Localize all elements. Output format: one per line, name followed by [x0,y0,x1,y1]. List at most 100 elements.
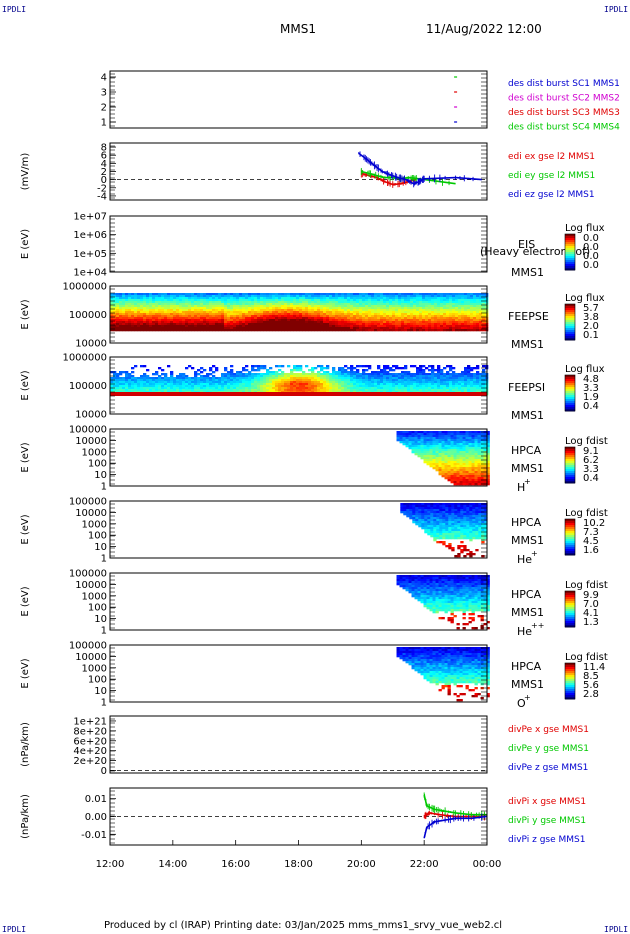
spectrogram-cell [284,309,288,312]
spectrogram-cell [254,379,258,382]
spectrogram-cell [194,299,198,302]
spectrogram-cell [257,367,261,370]
spectrogram-cell [353,371,357,374]
spectrogram-cell [161,379,165,382]
spectrogram-cell [326,295,330,298]
spectrogram-cell [176,375,180,378]
spectrogram-cell [401,309,405,312]
spectrogram-cell [152,385,156,388]
spectrogram-cell [401,315,405,318]
spectrogram-cell [471,445,475,448]
spectrogram-cell [209,309,213,312]
spectrogram-cell [479,305,483,308]
spectrogram-cell [188,381,192,384]
spectrogram-cell [332,319,336,322]
colorbar-cell [565,377,575,380]
y-tick-label: 1e+07 [73,212,107,223]
spectrogram-cell [467,323,471,326]
spectrogram-cell [215,311,219,314]
spectrogram-cell [450,445,454,448]
spectrogram-cell [242,375,246,378]
spectrogram-cell [182,321,186,324]
spectrogram-cell [419,313,423,316]
spectrogram-cell [419,321,423,324]
spectrogram-cell [257,317,261,320]
spectrogram-cell [479,389,483,392]
spectrogram-cell [344,307,348,310]
spectrogram-cell [410,365,414,368]
spectrogram-cell [380,327,384,330]
spectrogram-cell [362,299,366,302]
spectrogram-cell [131,385,135,388]
spectrogram-cell [257,369,261,372]
spectrogram-cell [287,329,291,332]
spectrogram-cell [444,475,448,478]
spectrogram-cell [200,329,204,332]
spectrogram-cell [362,379,366,382]
spectrogram-cell [257,379,261,382]
spectrogram-cell [110,323,114,326]
spectrogram-cell [209,305,213,308]
spectrogram-cell [404,387,408,390]
spectrogram-cell [410,323,414,326]
spectrogram-cell [161,295,165,298]
spectrogram-cell [455,321,459,324]
spectrogram-cell [443,387,447,390]
spectrogram-cell [467,375,471,378]
spectrogram-cell [317,317,321,320]
spectrogram-cell [203,301,207,304]
spectrogram-cell [269,309,273,312]
spectrogram-cell [329,329,333,332]
spectrogram-cell [248,329,252,332]
spectrogram-cell [275,303,279,306]
spectrogram-cell [122,379,126,382]
spectrogram-cell [110,303,114,306]
spectrogram-cell [269,305,273,308]
spectrogram-cell [122,315,126,318]
spectrogram-cell [365,309,369,312]
spectrogram-cell [461,387,465,390]
spectrogram-cell [347,371,351,374]
spectrogram-cell [260,389,264,392]
spectrogram-cell [341,315,345,318]
spectrogram-cell [431,385,435,388]
spectrogram-cell [356,315,360,318]
spectrogram-cell [128,373,132,376]
spectrogram-cell [446,365,450,368]
spectrogram-cell [212,295,216,298]
spectrogram-cell [233,305,237,308]
spectrogram-cell [317,387,321,390]
spectrogram-cell [422,295,426,298]
spectrogram-cell [455,299,459,302]
spectrogram-cell [284,375,288,378]
spectrogram-cell [473,321,477,324]
spectrogram-cell [441,433,445,436]
spectrogram-cell [335,299,339,302]
spectrogram-cell [480,469,484,472]
spectrogram-cell [359,295,363,298]
spectrogram-cell [161,293,165,296]
spectrogram-cell [152,327,156,330]
spectrogram-cell [122,327,126,330]
spectrogram-cell [269,295,273,298]
spectrogram-cell [425,327,429,330]
spectrogram-cell [461,307,465,310]
spectrogram-cell [383,307,387,310]
spectrogram-cell [290,301,294,304]
spectrogram-cell [407,323,411,326]
spectrogram-cell [429,431,433,434]
spectrogram-cell [353,313,357,316]
spectrogram-cell [182,325,186,328]
spectrogram-cell [281,317,285,320]
spectrogram-cell [122,301,126,304]
spectrogram-cell [308,379,312,382]
spectrogram-cell [450,439,454,442]
spectrogram-cell [158,377,162,380]
spectrogram-cell [317,371,321,374]
spectrogram-cell [143,327,147,330]
spectrogram-cell [356,373,360,376]
spectrogram-cell [404,293,408,296]
spectrogram-cell [419,297,423,300]
spectrogram-cell [263,321,267,324]
spectrogram-cell [224,307,228,310]
